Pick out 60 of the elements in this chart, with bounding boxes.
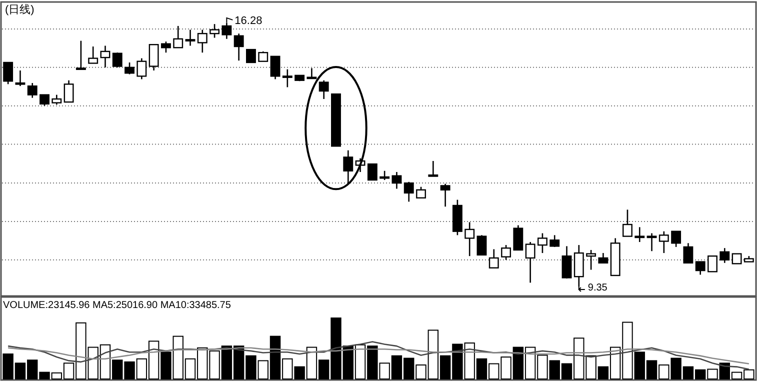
candlestick <box>100 45 110 68</box>
candlestick <box>222 22 232 40</box>
candlestick <box>258 50 268 62</box>
candlestick <box>537 232 548 254</box>
candlestick <box>428 160 438 177</box>
candlestick <box>270 56 280 80</box>
annotation: 9.35 <box>588 282 608 294</box>
candlestick <box>708 255 718 272</box>
candlestick <box>282 68 292 88</box>
candlestick <box>136 58 147 80</box>
candlestick <box>513 224 524 251</box>
candlestick <box>64 80 74 103</box>
candlestick <box>306 68 317 80</box>
candlestick <box>3 62 14 85</box>
candlestick <box>646 232 657 252</box>
candlestick <box>488 248 499 269</box>
candlestick <box>476 234 487 256</box>
candlestick <box>148 44 159 72</box>
candlestick <box>318 80 329 100</box>
candlestick <box>404 181 414 202</box>
candlestick <box>501 244 511 261</box>
candlestick <box>197 29 208 54</box>
candlestick <box>416 186 426 199</box>
candlestick <box>234 32 244 62</box>
candlestick <box>440 183 450 208</box>
candlestick <box>683 242 694 264</box>
candlestick <box>586 249 596 270</box>
candlestick <box>562 246 572 280</box>
candlestick <box>695 261 706 276</box>
candlestick <box>185 29 196 46</box>
candlestick <box>634 226 645 243</box>
candlestick <box>732 253 742 264</box>
candlestick <box>246 48 256 64</box>
candlestick <box>88 46 98 64</box>
candlestick <box>464 222 475 257</box>
candlestick <box>671 230 682 248</box>
candlestick <box>160 40 171 54</box>
annotation: 16.28 <box>234 14 262 27</box>
candlestick <box>380 170 390 181</box>
candlestick <box>124 62 134 75</box>
candlestick <box>622 209 632 237</box>
candlestick <box>550 234 560 248</box>
candlestick <box>525 241 536 284</box>
candlestick <box>343 150 354 184</box>
candlestick <box>27 82 38 98</box>
candlestick <box>210 23 220 38</box>
candlestick <box>112 52 122 68</box>
chart-title: VOLUME:23145.96 MA5:25016.90 MA10:33485.75 <box>3 300 232 311</box>
candlestick <box>367 163 378 181</box>
candlestick <box>598 252 608 264</box>
candlestick <box>40 94 50 106</box>
chart-title: (日线) <box>5 3 34 16</box>
candlestick <box>720 247 730 264</box>
candlestick <box>76 40 86 70</box>
candlestick <box>52 94 62 106</box>
candlestick <box>15 70 26 87</box>
candlestick <box>173 25 184 48</box>
candlestick <box>392 171 402 190</box>
candlestick <box>574 244 584 288</box>
candlestick <box>658 230 669 254</box>
